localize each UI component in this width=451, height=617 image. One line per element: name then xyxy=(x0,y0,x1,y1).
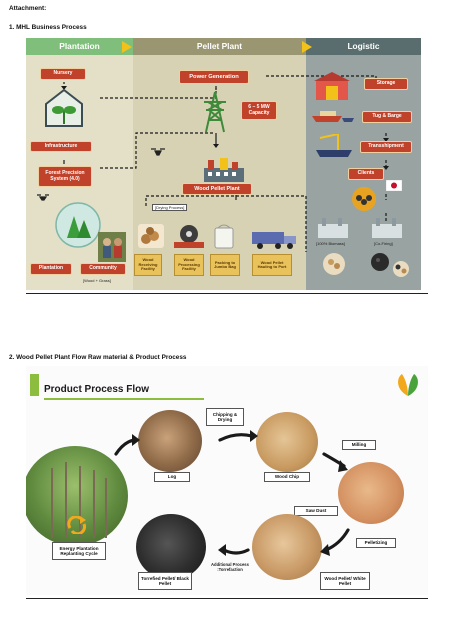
clients-icon xyxy=(352,187,376,211)
section-1-heading: 1. MHL Business Process xyxy=(9,24,87,31)
saw-dust-image xyxy=(338,462,404,524)
power-plant-icon xyxy=(372,218,402,238)
energy-plantation-image xyxy=(26,446,128,546)
leaf-logo-icon xyxy=(398,374,418,396)
accent-bar xyxy=(30,374,39,396)
wood-pellet-plant-node: Wood Pellet Plant xyxy=(182,183,252,195)
section-2-rule xyxy=(26,598,428,599)
energy-plantation-label: Energy Plantation Replanting Cycle xyxy=(52,542,106,560)
log-label: Log xyxy=(154,472,190,482)
crane-ship-icon xyxy=(316,134,352,157)
wood-receiving-node: Wood Receiving Facility xyxy=(134,254,162,276)
clients-node: Clients xyxy=(348,168,384,180)
mixed-pellet-icon xyxy=(393,261,409,277)
forest-precision-node: Forest Precision System (4.0) xyxy=(38,166,92,187)
white-pellet-icon xyxy=(323,253,345,275)
replant-cycle-icon xyxy=(67,516,87,534)
zone-arrow-icon xyxy=(302,41,312,53)
white-pellet-label: Wood Pellet/ White Pellet xyxy=(320,572,370,590)
plantation-node: Plantation xyxy=(30,263,72,275)
flow-arrows xyxy=(114,430,350,556)
black-pellet-image xyxy=(136,514,206,580)
factory-icon xyxy=(204,158,244,182)
section-2-heading: 2. Wood Pellet Plant Flow Raw material &… xyxy=(9,354,187,361)
logistic-zone-title: Logistic xyxy=(306,38,421,55)
product-process-flow-diagram: Product Process Flow Energy Plantation R… xyxy=(26,366,428,595)
torrefaction-label: Additional Process :Torrefaction xyxy=(211,562,249,572)
jumbo-bag-icon xyxy=(214,224,234,249)
tug-barge-node: Tug & Barge xyxy=(362,111,412,123)
wood-pile-icon xyxy=(138,224,164,248)
tug-barge-icon xyxy=(312,111,354,122)
power-plant-icon xyxy=(318,218,348,238)
community-node: Community xyxy=(80,263,126,275)
plantation-zone-title: Plantation xyxy=(26,38,133,55)
biomass-note: [100% Biomass] xyxy=(316,241,345,246)
transshipment-node: Transshipment xyxy=(360,141,412,153)
chipping-drying-label: Chipping & Drying xyxy=(206,408,244,426)
zone-arrow-icon xyxy=(122,41,132,53)
business-process-diagram: Plantation Pellet Plant Logistic xyxy=(26,38,421,290)
saw-dust-label: Saw Dust xyxy=(294,506,338,516)
attachment-heading: Attachment: xyxy=(9,5,47,12)
drying-process-note: [Drying Process] xyxy=(152,204,188,211)
power-tower-icon xyxy=(204,91,226,133)
hauling-node: Wood Pellet Hauling to Port xyxy=(252,254,292,276)
greenhouse-icon xyxy=(45,88,83,127)
cofiring-note: [Co-Firing] xyxy=(374,241,393,246)
drone-icon xyxy=(37,194,49,201)
product-flow-title: Product Process Flow xyxy=(44,384,150,395)
wood-processing-node: Wood Processing Facility xyxy=(174,254,204,276)
milling-label: Milling xyxy=(342,440,376,450)
community-photo-icon xyxy=(98,232,126,262)
white-pellet-image xyxy=(252,514,322,580)
wood-chip-image xyxy=(256,412,318,472)
section-1-rule xyxy=(26,293,428,294)
pellet-plant-zone-title: Pellet Plant xyxy=(133,38,306,55)
warehouse-icon xyxy=(314,72,350,100)
pelletizing-label: Pelletizing xyxy=(356,538,396,548)
tree-trunks-icon xyxy=(51,462,107,538)
truck-icon xyxy=(252,232,296,249)
wood-grass-note: [Wood + Grass] xyxy=(83,278,111,283)
drone-icon xyxy=(151,148,165,156)
plantation-zone: Plantation xyxy=(26,38,133,290)
black-pellet-icon xyxy=(371,253,389,271)
nursery-node: Nursery xyxy=(40,68,86,80)
japan-flag-icon xyxy=(386,180,402,191)
storage-node: Storage xyxy=(364,78,408,90)
infrastructure-node: Infrastructure xyxy=(30,141,92,152)
power-generation-node: Power Generation xyxy=(179,70,249,84)
saw-icon xyxy=(174,225,204,248)
wood-chip-label: Wood Chip xyxy=(264,472,310,482)
title-underline xyxy=(44,398,204,400)
black-pellet-label: Torrefied Pellet/ Black Pellet xyxy=(138,572,192,590)
capacity-node: 6 – 5 MW Capacity xyxy=(241,101,277,120)
log-image xyxy=(138,410,202,472)
packing-node: Packing to Jumbo Bag xyxy=(210,254,240,276)
forest-icon xyxy=(55,202,101,248)
